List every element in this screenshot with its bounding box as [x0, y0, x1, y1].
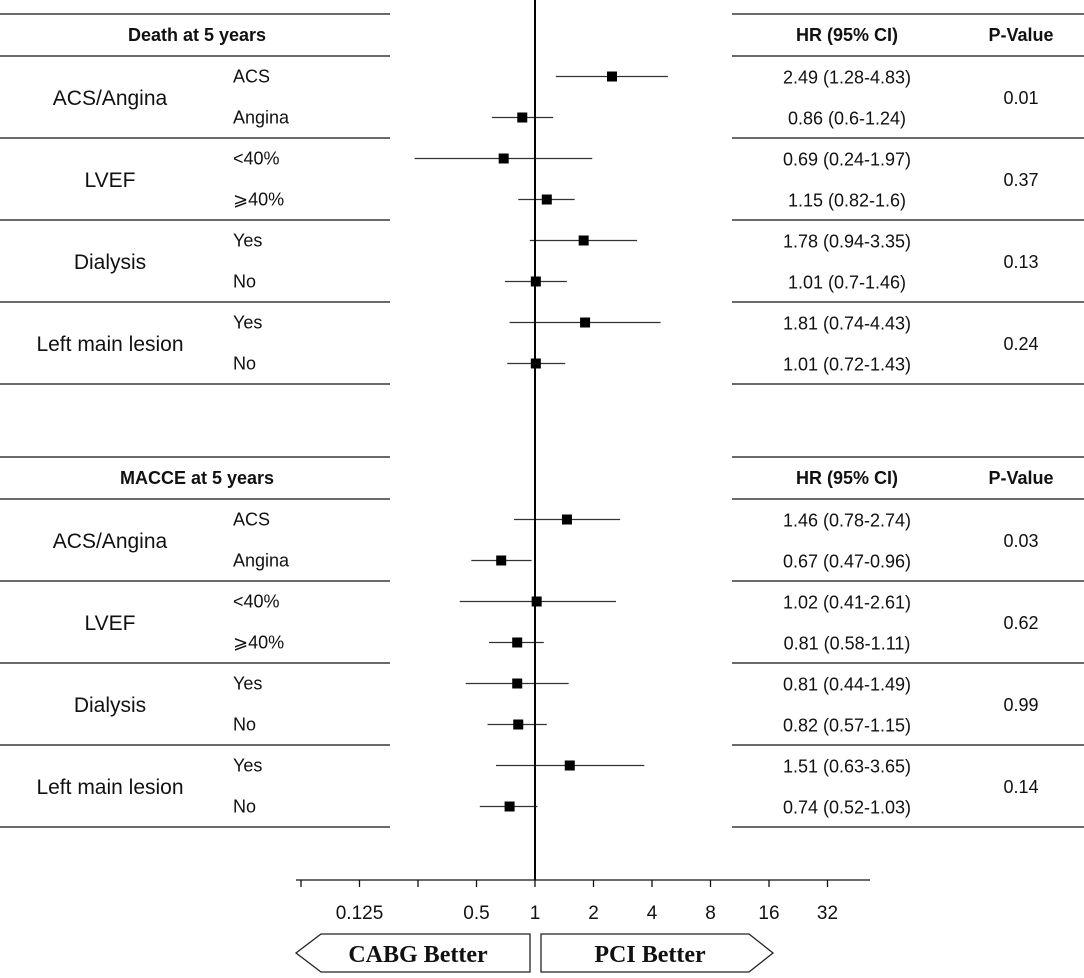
p-value-column-header: P-Value	[988, 468, 1053, 488]
group-label: Left main lesion	[36, 333, 183, 356]
hr-ci-value: 1.02 (0.41-2.61)	[783, 593, 911, 613]
hr-ci-value: 0.67 (0.47-0.96)	[783, 552, 911, 572]
hr-point-marker	[531, 596, 542, 607]
subgroup-label: No	[233, 354, 256, 374]
subgroup-label: Angina	[233, 108, 290, 128]
subgroup-label: Angina	[233, 551, 290, 571]
hr-ci-value: 1.01 (0.7-1.46)	[788, 273, 906, 293]
group-label: ACS/Angina	[53, 87, 168, 110]
hr-ci-value: 0.86 (0.6-1.24)	[788, 109, 906, 129]
hr-point-marker	[561, 514, 572, 525]
subgroup-label: ACS	[233, 510, 270, 530]
hr-ci-value: 1.15 (0.82-1.6)	[788, 191, 906, 211]
subgroup-label: Yes	[233, 756, 262, 776]
subgroup-label: ACS	[233, 67, 270, 87]
group-label: Dialysis	[74, 251, 146, 274]
p-value: 0.03	[1003, 531, 1038, 551]
p-value: 0.01	[1003, 88, 1038, 108]
x-tick-label: 0.125	[336, 903, 384, 924]
x-tick-label: 2	[588, 903, 599, 924]
p-value: 0.62	[1003, 613, 1038, 633]
p-value-column-header: P-Value	[988, 25, 1053, 45]
hr-point-marker	[513, 719, 524, 730]
hr-ci-value: 0.69 (0.24-1.97)	[783, 150, 911, 170]
p-value: 0.24	[1003, 334, 1038, 354]
subgroup-label: No	[233, 715, 256, 735]
p-value: 0.99	[1003, 695, 1038, 715]
hr-ci-value: 1.01 (0.72-1.43)	[783, 355, 911, 375]
left-arrow-label: CABG Better	[348, 942, 488, 968]
hr-point-marker	[496, 555, 507, 566]
hr-point-marker	[512, 637, 523, 648]
x-tick-label: 4	[647, 903, 658, 924]
p-value: 0.14	[1003, 777, 1038, 797]
hr-ci-value: 0.81 (0.58-1.11)	[784, 634, 911, 654]
subgroup-label: <40%	[233, 592, 280, 612]
group-label: ACS/Angina	[53, 530, 168, 553]
subgroup-label: Yes	[233, 231, 262, 251]
hr-ci-value: 1.51 (0.63-3.65)	[783, 757, 911, 777]
hr-ci-value: 0.74 (0.52-1.03)	[783, 798, 911, 818]
subgroup-label: ⩾40%	[233, 633, 284, 653]
group-label: LVEF	[85, 169, 136, 192]
hr-point-marker	[580, 317, 591, 328]
hr-ci-value: 0.82 (0.57-1.15)	[783, 716, 911, 736]
hr-point-marker	[512, 678, 523, 689]
hr-ci-value: 1.78 (0.94-3.35)	[783, 232, 911, 252]
x-tick-label: 16	[758, 903, 779, 924]
hr-point-marker	[578, 235, 589, 246]
hr-ci-value: 1.46 (0.78-2.74)	[783, 511, 911, 531]
group-label: Dialysis	[74, 694, 146, 717]
x-tick-label: 1	[530, 903, 541, 924]
hr-ci-value: 2.49 (1.28-4.83)	[783, 68, 911, 88]
hr-point-marker	[541, 194, 552, 205]
hr-point-marker	[517, 112, 528, 123]
subgroup-label: ⩾40%	[233, 190, 284, 210]
subgroup-label: No	[233, 797, 256, 817]
subgroup-label: Yes	[233, 313, 262, 333]
hr-point-marker	[498, 153, 509, 164]
p-value: 0.37	[1003, 170, 1038, 190]
group-label: Left main lesion	[36, 776, 183, 799]
hr-ci-value: 0.81 (0.44-1.49)	[783, 675, 911, 695]
subgroup-label: Yes	[233, 674, 262, 694]
hr-point-marker	[564, 760, 575, 771]
x-tick-label: 32	[817, 903, 838, 924]
x-tick-label: 0.5	[463, 903, 489, 924]
right-arrow-box	[540, 933, 775, 973]
hr-column-header: HR (95% CI)	[796, 25, 898, 45]
panel-title: Death at 5 years	[128, 25, 266, 45]
panel-title: MACCE at 5 years	[120, 468, 274, 488]
hr-point-marker	[606, 71, 617, 82]
subgroup-label: No	[233, 272, 256, 292]
p-value: 0.13	[1003, 252, 1038, 272]
subgroup-label: <40%	[233, 149, 280, 169]
right-arrow-label: PCI Better	[594, 942, 706, 968]
hr-column-header: HR (95% CI)	[796, 468, 898, 488]
hr-ci-value: 1.81 (0.74-4.43)	[783, 314, 911, 334]
group-label: LVEF	[85, 612, 136, 635]
hr-point-marker	[504, 801, 515, 812]
left-arrow-box	[294, 933, 531, 973]
x-tick-label: 8	[705, 903, 716, 924]
